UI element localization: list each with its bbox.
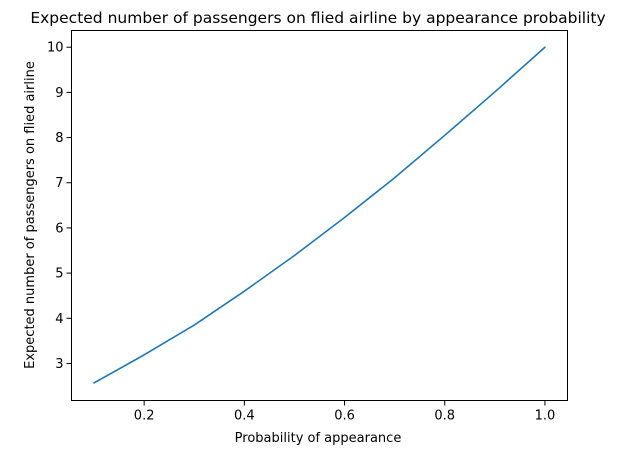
y-tick-label: 3 (55, 357, 63, 372)
y-tick-label: 7 (55, 176, 63, 191)
x-tick-label: 0.2 (134, 409, 155, 424)
y-tick-label: 10 (47, 41, 64, 56)
x-tick-label: 0.6 (334, 409, 355, 424)
x-axis-label: Probability of appearance (235, 431, 402, 446)
chart-title: Expected number of passengers on flied a… (30, 9, 605, 27)
plot-area: 0.2 0.4 0.6 0.8 1.0 3 4 5 6 7 8 9 10 (47, 30, 568, 424)
x-tick-label: 0.4 (234, 409, 255, 424)
y-axis: 3 4 5 6 7 8 9 10 (47, 41, 72, 372)
y-tick-label: 8 (55, 131, 63, 146)
y-tick-label: 9 (55, 86, 63, 101)
y-tick-label: 5 (55, 267, 63, 282)
x-tick-label: 0.8 (434, 409, 455, 424)
y-tick-label: 4 (55, 312, 63, 327)
series-layer (93, 46, 546, 384)
y-axis-label: Expected number of passengers on flied a… (23, 61, 38, 369)
plot-frame (71, 30, 568, 401)
y-tick-label: 6 (55, 221, 63, 236)
x-tick-label: 1.0 (535, 409, 556, 424)
x-axis: 0.2 0.4 0.6 0.8 1.0 (134, 400, 556, 424)
series-line (93, 46, 546, 384)
